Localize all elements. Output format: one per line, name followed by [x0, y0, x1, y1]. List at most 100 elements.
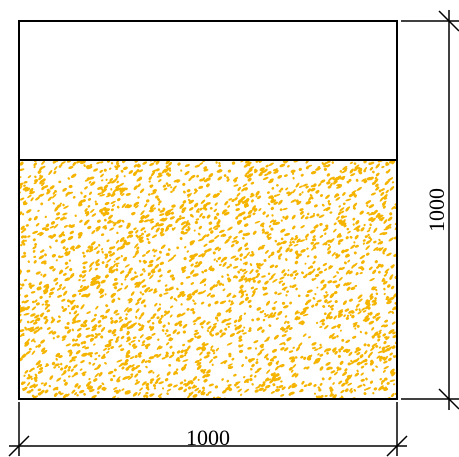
granule: [266, 378, 272, 381]
granule: [230, 300, 234, 303]
granule: [68, 300, 72, 303]
granule: [231, 239, 238, 243]
granule: [368, 162, 372, 166]
granule: [71, 343, 78, 347]
granule: [330, 307, 334, 311]
granule: [382, 202, 386, 207]
granule: [258, 208, 262, 212]
granule: [388, 357, 392, 362]
granule: [226, 265, 231, 269]
granule: [328, 265, 332, 269]
granule: [365, 240, 372, 245]
granule: [116, 359, 123, 363]
granule: [190, 282, 195, 285]
granule: [305, 294, 310, 298]
granule: [194, 360, 200, 364]
granule: [40, 273, 43, 276]
granule: [157, 317, 163, 323]
granule: [182, 343, 186, 347]
granule: [286, 325, 291, 329]
granule: [203, 378, 208, 383]
granule: [270, 206, 274, 211]
granule: [319, 366, 324, 371]
granule: [352, 223, 355, 226]
granule: [383, 340, 387, 345]
granule: [244, 174, 248, 178]
granule: [88, 361, 92, 365]
granule: [349, 235, 353, 239]
granule: [321, 319, 326, 323]
granule: [259, 170, 265, 175]
granule: [341, 249, 345, 254]
granule: [20, 197, 25, 201]
granule: [257, 246, 262, 251]
granule: [59, 283, 63, 288]
granule: [197, 389, 201, 394]
granule: [157, 279, 161, 283]
granule: [104, 226, 108, 230]
granule: [361, 267, 365, 271]
granule: [268, 253, 275, 257]
granule: [165, 182, 169, 185]
granule: [169, 216, 175, 220]
granule: [208, 221, 213, 225]
granule: [369, 167, 374, 171]
granule: [83, 194, 87, 199]
granule: [55, 216, 61, 220]
granule: [109, 246, 114, 250]
granule: [305, 233, 309, 239]
granule: [323, 167, 327, 171]
granule: [157, 269, 162, 273]
granule: [276, 385, 279, 389]
granule: [318, 214, 325, 218]
granule: [243, 312, 247, 315]
granule: [48, 295, 52, 298]
granule: [132, 336, 137, 339]
granule: [62, 307, 68, 313]
granule: [248, 327, 252, 330]
granule: [37, 388, 42, 392]
granule: [82, 266, 86, 269]
granule: [43, 382, 48, 387]
granule: [99, 169, 103, 173]
granule: [67, 304, 70, 308]
granule: [319, 353, 324, 357]
granule: [286, 321, 290, 324]
granule: [49, 375, 54, 380]
granule: [375, 316, 381, 320]
granule: [139, 169, 143, 173]
granule: [208, 239, 215, 243]
granule: [325, 362, 331, 366]
granule: [206, 321, 211, 325]
granule: [324, 268, 328, 272]
granule: [269, 219, 275, 223]
granule: [169, 256, 175, 261]
granule: [213, 208, 217, 213]
granule: [316, 299, 322, 303]
granule: [116, 231, 119, 235]
granule: [317, 386, 321, 389]
granule: [314, 293, 317, 296]
granule: [348, 374, 353, 380]
granule: [179, 215, 182, 218]
granule: [179, 203, 185, 209]
granule: [370, 359, 374, 363]
granule: [341, 338, 345, 342]
granule: [217, 176, 223, 181]
granule: [239, 268, 243, 272]
granule: [326, 300, 333, 304]
granule: [85, 334, 91, 338]
granule: [294, 373, 299, 378]
granule: [266, 235, 270, 239]
granule: [285, 258, 288, 262]
granule: [154, 302, 158, 307]
granule: [338, 276, 343, 281]
granule: [368, 236, 371, 240]
granule: [77, 236, 82, 239]
granule: [258, 266, 261, 270]
granule: [295, 346, 301, 352]
granule: [377, 350, 384, 354]
granule: [49, 225, 55, 229]
granule: [137, 369, 142, 374]
granule: [144, 343, 151, 348]
